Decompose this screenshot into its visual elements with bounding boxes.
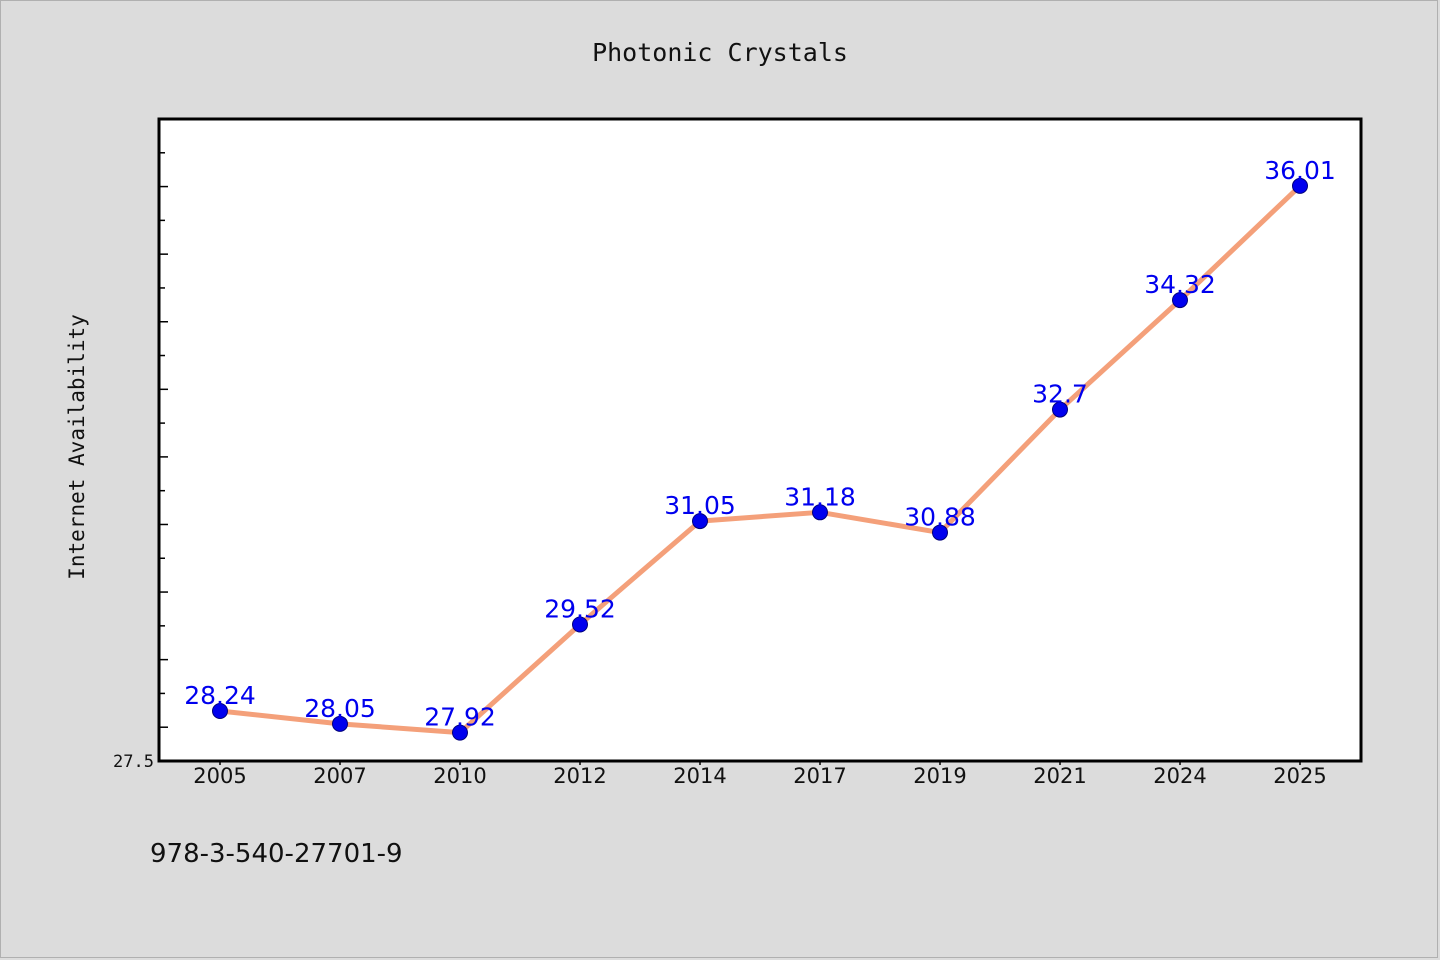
x-tick-label: 2010 — [433, 764, 486, 788]
data-point-marker — [1172, 292, 1188, 309]
data-label: 28.05 — [304, 694, 376, 723]
data-point-marker — [932, 524, 948, 541]
data-labels: 28.24 28.05 27.92 29.52 31.05 31.18 30.88 32.7 3… — [184, 156, 1336, 732]
x-tick-labels: 2005 2007 2010 2012 2014 2017 2019 2021 2024 2025 — [193, 761, 1327, 788]
data-label: 32.7 — [1032, 380, 1088, 409]
x-tick-label: 2007 — [313, 764, 366, 788]
data-label: 27.92 — [424, 703, 496, 732]
series-group — [212, 177, 1308, 741]
data-label: 36.01 — [1264, 156, 1336, 185]
data-label: 31.18 — [784, 482, 856, 511]
x-tick-label: 2025 — [1273, 764, 1326, 788]
data-label: 29.52 — [544, 594, 616, 623]
x-tick-label: 2024 — [1153, 764, 1206, 788]
x-tick-label: 2019 — [913, 764, 966, 788]
plot-area — [157, 117, 1363, 763]
axis-ticks: 27.5 — [113, 152, 168, 772]
chart-title: Photonic Crystals — [592, 38, 848, 67]
data-label: 28.24 — [184, 681, 256, 710]
y-axis-label: Internet Availability — [65, 314, 89, 580]
x-tick-label: 2021 — [1033, 764, 1086, 788]
y-tick-label: 27.5 — [113, 752, 154, 772]
data-point-marker — [332, 715, 348, 732]
data-label: 34.32 — [1144, 270, 1216, 299]
x-tick-label: 2014 — [673, 764, 726, 788]
x-tick-label: 2017 — [793, 764, 846, 788]
data-point-marker — [572, 616, 588, 633]
data-point-marker — [1052, 401, 1068, 418]
data-point-marker — [692, 513, 708, 530]
data-label: 30.88 — [904, 503, 976, 532]
x-tick-label: 2005 — [193, 764, 246, 788]
data-label: 31.05 — [664, 491, 736, 520]
footer-isbn: 978-3-540-27701-9 — [150, 839, 403, 869]
data-point-marker — [812, 504, 828, 521]
data-point-marker — [452, 724, 468, 741]
data-point-marker — [1292, 177, 1308, 194]
x-tick-label: 2012 — [553, 764, 606, 788]
data-point-marker — [212, 702, 228, 719]
series-line — [217, 183, 1303, 736]
